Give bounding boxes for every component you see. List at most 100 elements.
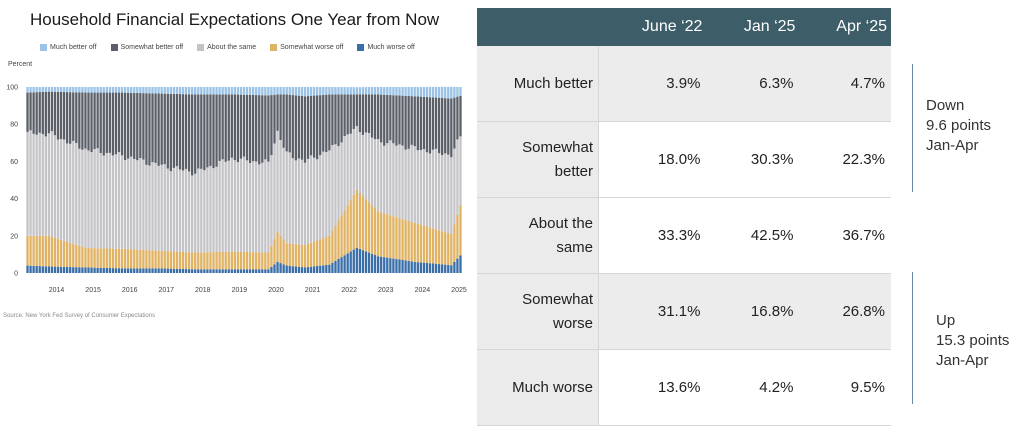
- bar-segment-somewhat-better: [389, 95, 392, 141]
- bar-segment-somewhat-worse: [136, 249, 139, 269]
- bar-segment-about-same: [53, 135, 57, 238]
- bar-segment-much-better: [303, 87, 307, 97]
- bar-segment-about-same: [325, 152, 328, 237]
- bar-segment-much-worse: [407, 260, 410, 273]
- bar-segment-somewhat-worse: [72, 243, 75, 268]
- bar-segment-much-worse: [316, 266, 319, 273]
- bar-segment-somewhat-worse: [251, 252, 255, 270]
- bar-segment-much-better: [35, 87, 38, 93]
- bar-segment-about-same: [145, 164, 148, 251]
- table-cell: 33.3%: [598, 197, 707, 274]
- table-row-much-worse: Much worse 13.6% 4.2% 9.5%: [477, 349, 891, 426]
- table-row-somewhat-better: Somewhat better 18.0% 30.3% 22.3%: [477, 121, 891, 198]
- bar-segment-much-better: [456, 86, 459, 97]
- legend-swatch-much-worse: [357, 44, 365, 51]
- bar-segment-about-same: [227, 160, 230, 252]
- bar-segment-much-worse: [373, 255, 377, 273]
- y-tick-label: 20: [10, 233, 18, 240]
- bar-segment-much-better: [401, 87, 404, 96]
- bar-segment-much-better: [72, 87, 75, 93]
- bar-segment-much-worse: [444, 264, 447, 273]
- bar-segment-somewhat-better: [151, 93, 154, 163]
- row-label: Somewhat worse: [477, 273, 599, 350]
- bar-segment-much-better: [413, 87, 416, 97]
- bar-segment-somewhat-better: [32, 92, 35, 134]
- bar-segment-somewhat-worse: [139, 249, 142, 269]
- legend-label-much-worse: Much worse off: [367, 44, 415, 51]
- bar-segment-much-worse: [367, 252, 371, 273]
- bar-segment-somewhat-better: [422, 96, 426, 150]
- bar-segment-somewhat-better: [413, 96, 416, 147]
- bar-segment-somewhat-better: [352, 94, 355, 129]
- bar-segment-somewhat-better: [87, 92, 90, 151]
- bar-segment-much-better: [404, 87, 407, 96]
- bar-segment-much-better: [297, 87, 301, 96]
- bar-segment-somewhat-better: [242, 94, 246, 157]
- row-label-line1: Much better: [513, 74, 593, 92]
- bar-segment-much-worse: [126, 268, 130, 273]
- bar-segment-much-better: [416, 86, 419, 97]
- bar-segment-much-worse: [59, 266, 63, 273]
- x-tick-label: 2018: [195, 287, 211, 294]
- bar-segment-much-better: [331, 87, 334, 95]
- bar-segment-much-better: [133, 87, 136, 93]
- bar-segment-somewhat-worse: [279, 235, 282, 264]
- bar-segment-much-better: [358, 87, 362, 95]
- bar-segment-about-same: [352, 128, 355, 195]
- bar-segment-somewhat-worse: [392, 216, 395, 259]
- y-tick-label: 0: [14, 271, 18, 278]
- bar-segment-much-better: [203, 87, 206, 95]
- annotation-up-line3: Jan-Apr: [936, 352, 989, 369]
- bar-segment-about-same: [178, 169, 182, 252]
- bar-segment-much-worse: [123, 268, 127, 273]
- bar-segment-much-better: [437, 86, 441, 98]
- bar-segment-much-better: [349, 87, 352, 95]
- bar-segment-somewhat-better: [117, 92, 121, 152]
- bar-segment-somewhat-worse: [410, 221, 413, 262]
- bar-segment-much-better: [44, 87, 47, 92]
- x-tick-label: 2024: [415, 287, 431, 294]
- bar-segment-much-worse: [380, 256, 383, 273]
- bar-segment-somewhat-worse: [157, 250, 160, 269]
- table-cell: 13.6%: [598, 349, 707, 426]
- bracket-up: [912, 272, 913, 404]
- bar-segment-somewhat-better: [38, 92, 41, 133]
- bar-segment-much-better: [75, 87, 78, 93]
- bar-segment-much-worse: [273, 264, 276, 273]
- bar-segment-somewhat-better: [331, 94, 334, 146]
- bar-segment-about-same: [72, 140, 75, 244]
- chart-legend: Much better off Somewhat better off Abou…: [40, 44, 429, 51]
- bar-segment-about-same: [62, 139, 66, 241]
- bar-segment-about-same: [364, 132, 368, 200]
- bar-segment-somewhat-worse: [294, 244, 297, 267]
- bar-segment-much-worse: [93, 267, 96, 273]
- bar-segment-about-same: [239, 158, 243, 252]
- bar-segment-somewhat-better: [291, 95, 294, 159]
- bar-segment-somewhat-better: [169, 93, 172, 172]
- bar-segment-somewhat-worse: [117, 248, 121, 269]
- bar-segment-somewhat-worse: [349, 200, 352, 252]
- bar-segment-somewhat-worse: [309, 242, 313, 267]
- legend-item-somewhat-worse: Somewhat worse off: [270, 44, 343, 51]
- bar-segment-much-worse: [297, 266, 301, 273]
- bar-segment-about-same: [169, 171, 172, 252]
- bar-segment-much-worse: [343, 255, 346, 273]
- bar-segment-somewhat-better: [69, 92, 72, 144]
- bar-segment-about-same: [111, 155, 115, 249]
- table-cell: 18.0%: [598, 121, 707, 198]
- bar-segment-somewhat-better: [96, 92, 99, 149]
- bar-segment-much-worse: [212, 269, 215, 273]
- bar-segment-somewhat-worse: [50, 236, 54, 267]
- bar-segment-much-worse: [239, 269, 243, 273]
- bar-segment-about-same: [355, 126, 358, 190]
- bar-segment-somewhat-better: [215, 94, 218, 167]
- bar-segment-about-same: [291, 158, 294, 244]
- bar-segment-about-same: [413, 146, 416, 223]
- bar-segment-somewhat-better: [44, 91, 47, 137]
- bar-segment-about-same: [139, 158, 142, 250]
- bar-segment-about-same: [242, 156, 246, 252]
- bar-segment-much-worse: [404, 260, 407, 273]
- bar-segment-somewhat-worse: [47, 235, 51, 267]
- bar-segment-much-worse: [29, 265, 32, 273]
- bar-segment-about-same: [270, 155, 273, 246]
